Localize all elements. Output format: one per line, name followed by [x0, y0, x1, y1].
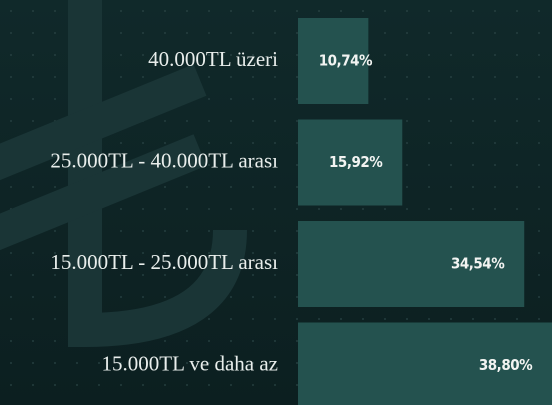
category-label: 15.000TL - 25.000TL arası [50, 250, 278, 274]
category-label: 25.000TL - 40.000TL arası [50, 148, 278, 172]
value-label: 10,74% [319, 52, 373, 70]
value-label: 34,54% [451, 255, 505, 273]
bar [298, 221, 525, 307]
lira-watermark [0, 0, 247, 348]
bar [298, 119, 403, 206]
category-label: 40.000TL üzeri [148, 47, 278, 71]
plot: 40.000TL üzeri 10,74% 25.000TL - 40.000TL … [50, 18, 552, 405]
bar [298, 322, 552, 405]
value-label: 15,92% [329, 153, 383, 171]
category-label: 15.000TL ve daha az [102, 351, 278, 375]
bar [298, 18, 369, 104]
value-label: 38,80% [479, 356, 533, 374]
